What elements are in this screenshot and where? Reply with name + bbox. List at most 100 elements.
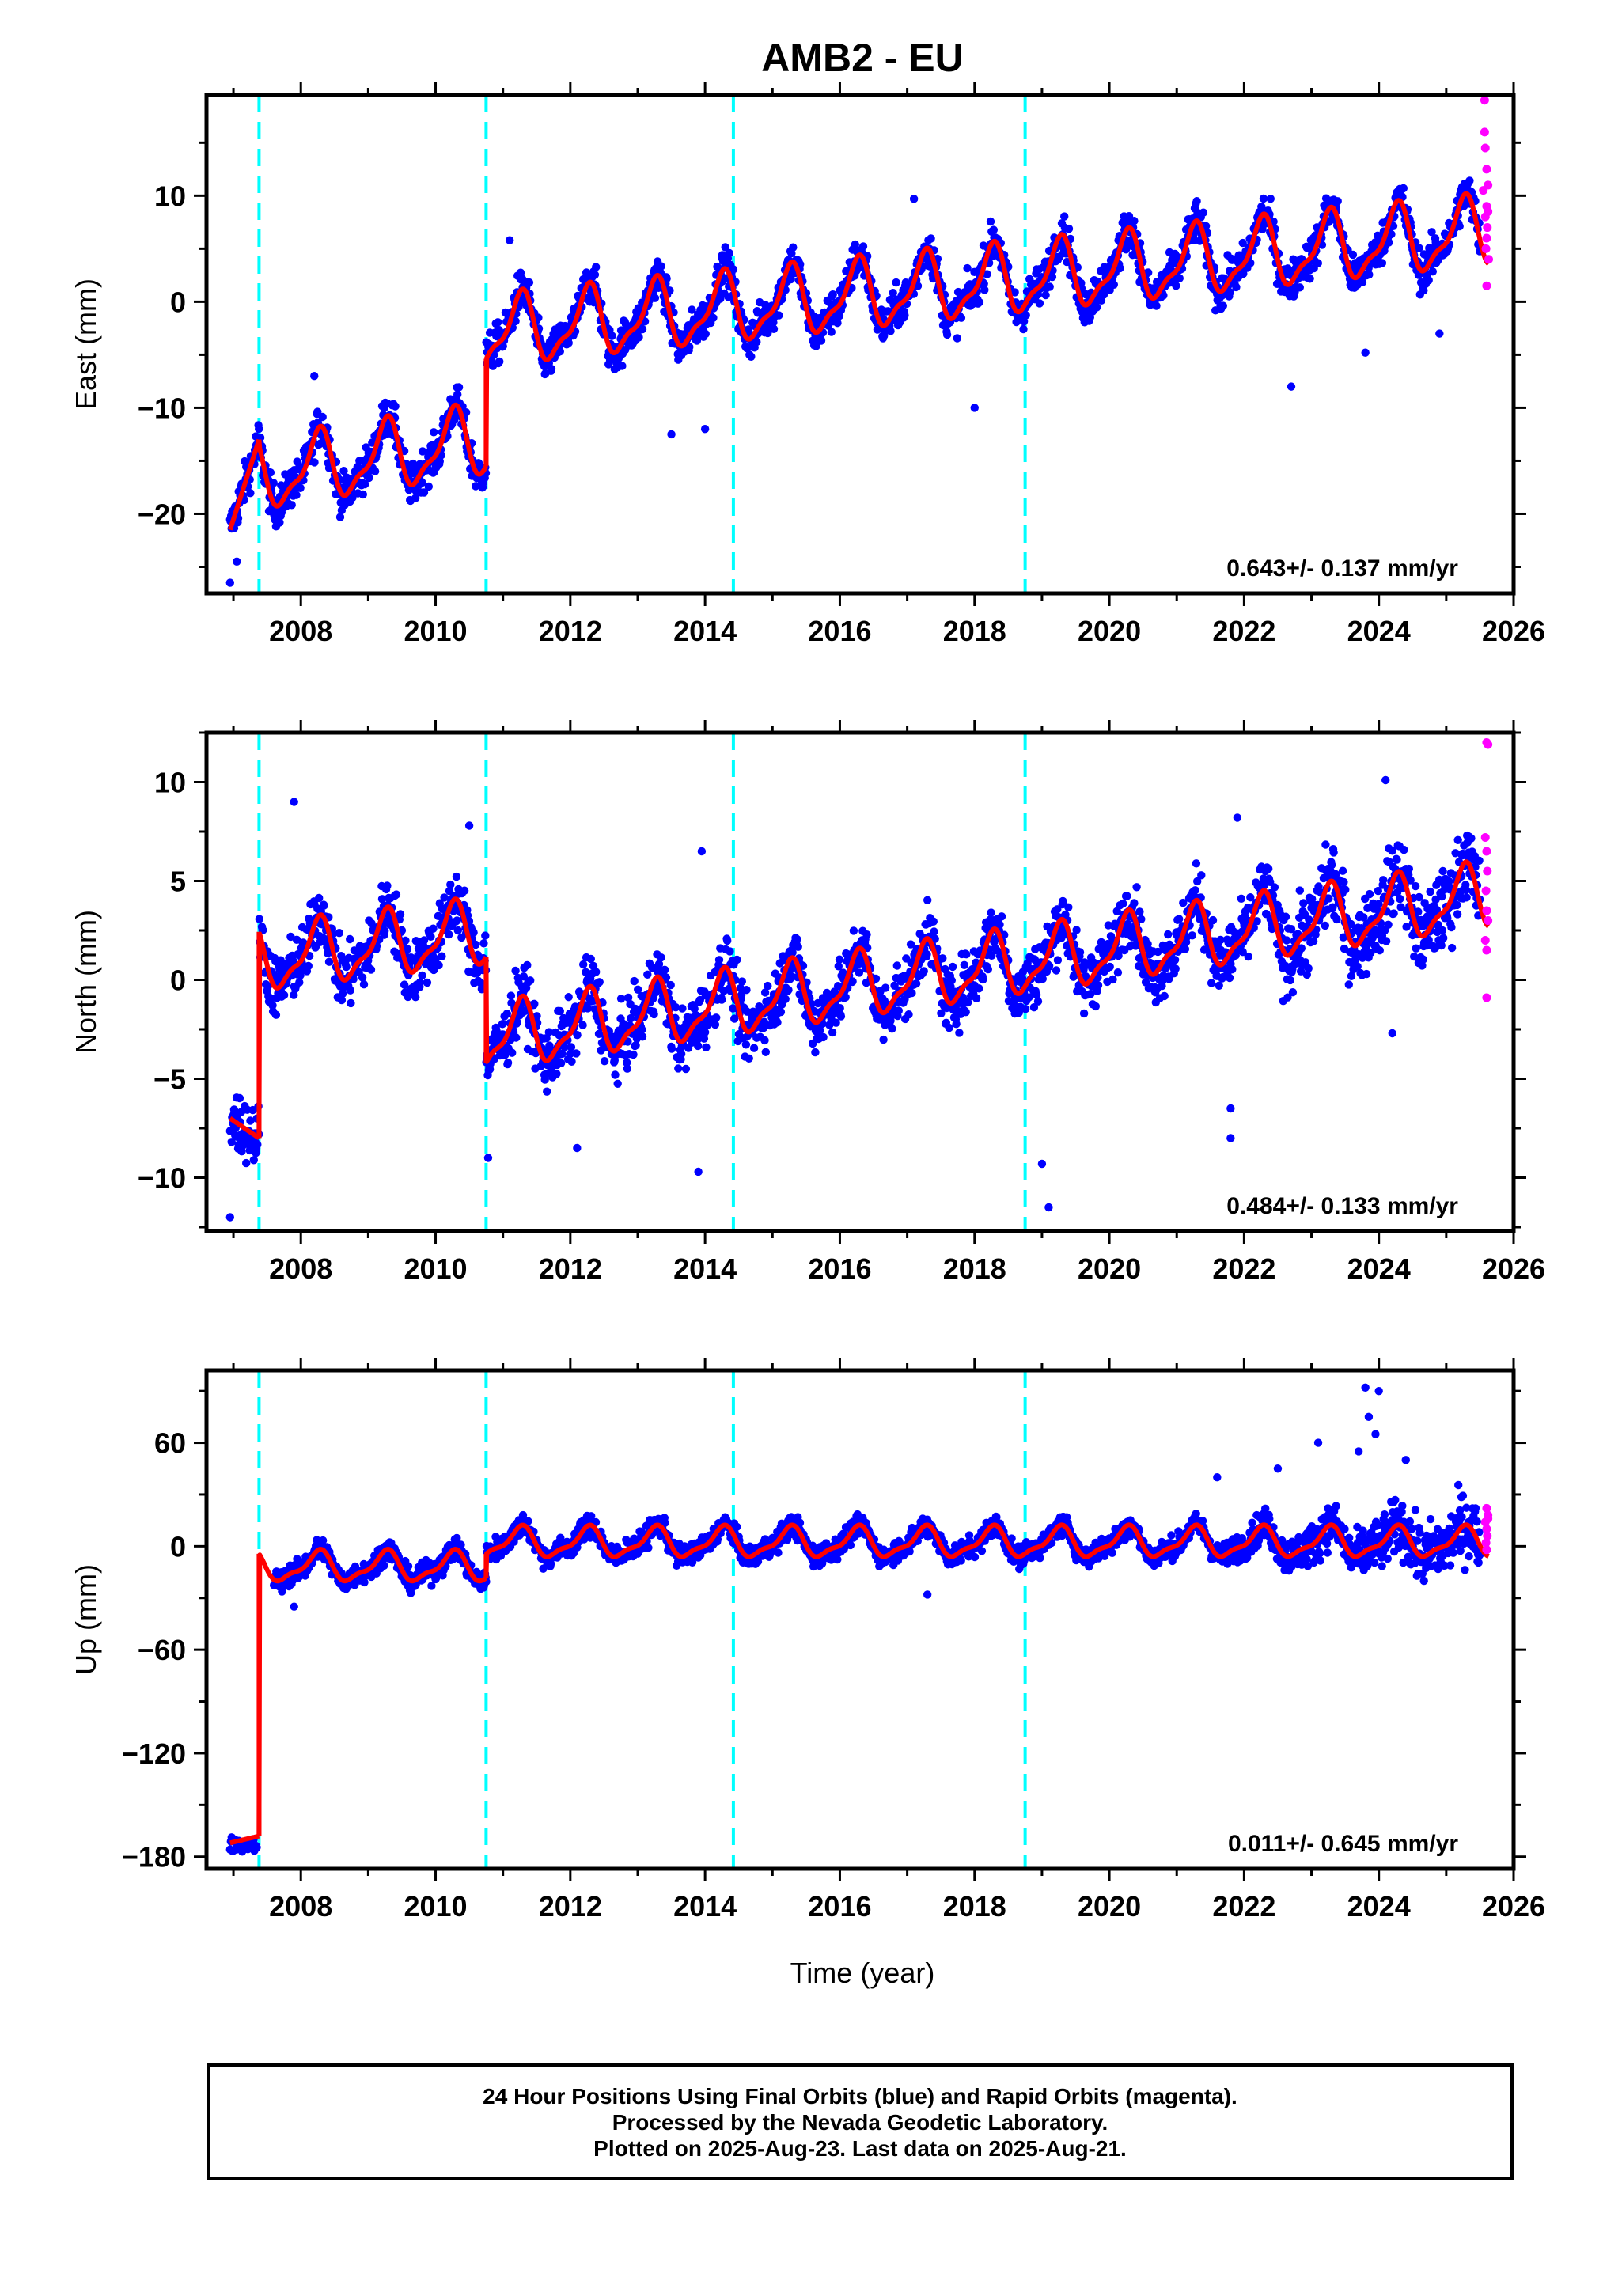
final-orbit-point	[235, 1093, 244, 1103]
final-orbit-point	[1075, 948, 1085, 957]
final-orbit-point	[346, 934, 354, 944]
final-orbit-point	[1438, 926, 1447, 935]
final-orbit-point	[1207, 979, 1216, 987]
final-orbit-point	[1306, 275, 1314, 283]
final-orbit-point	[525, 278, 534, 287]
final-orbit-point	[555, 1006, 564, 1016]
x-tick-label: 2024	[1347, 615, 1411, 647]
final-orbit-point	[383, 881, 392, 890]
final-orbit-point	[403, 945, 412, 953]
final-orbit-point	[848, 977, 857, 986]
rapid-orbit-point	[1482, 233, 1491, 243]
final-orbit-point	[955, 1029, 964, 1037]
final-orbit-point	[578, 1021, 587, 1029]
final-orbit-point	[817, 336, 826, 345]
final-orbit-point	[1218, 301, 1228, 310]
final-orbit-point	[987, 908, 995, 917]
final-orbit-point	[1171, 964, 1180, 973]
final-orbit-point	[1419, 286, 1428, 295]
final-orbit-point	[627, 1013, 635, 1023]
final-orbit-point	[760, 1036, 769, 1045]
final-orbit-point	[709, 313, 718, 322]
final-orbit-point	[292, 491, 301, 499]
final-orbit-point	[835, 955, 844, 964]
final-orbit-point	[1188, 931, 1197, 940]
final-orbit-point	[923, 950, 931, 959]
final-orbit-point	[1378, 259, 1387, 267]
x-tick-label: 2008	[269, 615, 332, 647]
final-orbit-point	[1389, 222, 1398, 230]
rapid-orbit-point	[1480, 143, 1490, 153]
final-orbit-point	[339, 989, 347, 998]
model-line	[256, 402, 489, 509]
final-orbit-point	[567, 1057, 576, 1067]
final-orbit-point	[611, 1070, 620, 1079]
rate-label: 0.643+/- 0.137 mm/yr	[1226, 555, 1458, 582]
final-orbit-point	[365, 473, 373, 483]
final-orbit-point	[725, 248, 733, 258]
final-orbit-point	[453, 390, 462, 399]
final-orbit-point	[1264, 864, 1273, 873]
final-orbit-point	[296, 971, 305, 979]
final-orbit-point	[886, 327, 895, 335]
final-orbit-point	[579, 960, 588, 969]
y-axis-label: East (mm)	[70, 278, 102, 410]
final-orbit-point	[346, 986, 354, 995]
final-orbit-point	[833, 319, 842, 328]
x-tick-label: 2016	[808, 615, 871, 647]
final-orbit-point	[1281, 912, 1290, 921]
final-orbit-point	[635, 333, 643, 342]
final-orbit-point	[688, 305, 696, 314]
final-orbit-point	[1099, 290, 1108, 299]
x-tick-label: 2010	[404, 615, 467, 647]
final-orbit-point	[1064, 903, 1073, 912]
final-orbit-point	[947, 976, 957, 985]
final-orbit-point	[1344, 980, 1354, 989]
outlier-point	[233, 557, 241, 566]
final-orbit-point	[315, 893, 324, 903]
final-orbit-point	[749, 1044, 759, 1052]
final-orbit-point	[963, 263, 972, 273]
final-orbit-point	[508, 1048, 517, 1057]
final-orbit-point	[979, 975, 987, 984]
final-orbit-point	[900, 311, 909, 320]
final-orbit-point	[573, 1031, 582, 1040]
final-orbit-point	[938, 954, 947, 963]
outlier-point	[1435, 329, 1444, 338]
final-orbit-point	[631, 1041, 640, 1050]
final-orbit-point	[426, 932, 435, 942]
final-orbit-point	[583, 1004, 593, 1013]
final-orbit-point	[543, 1087, 551, 1096]
final-orbit-point	[1424, 276, 1433, 285]
final-orbit-point	[1384, 920, 1393, 930]
final-orbit-point	[1465, 176, 1474, 185]
final-orbit-point	[590, 271, 600, 279]
final-orbit-point	[242, 1158, 251, 1168]
final-orbit-point	[1197, 871, 1206, 880]
final-orbit-point	[1321, 840, 1330, 849]
final-orbit-point	[513, 1017, 521, 1027]
final-orbit-point	[1393, 855, 1401, 864]
final-orbit-point	[662, 275, 671, 283]
final-orbit-point	[1109, 280, 1119, 289]
final-orbit-point	[764, 981, 772, 991]
final-orbit-point	[701, 329, 710, 339]
final-orbit-point	[391, 402, 400, 411]
final-orbit-point	[975, 297, 984, 307]
final-orbit-point	[1304, 964, 1313, 973]
final-orbit-point	[623, 993, 633, 1002]
final-orbit-point	[769, 318, 778, 327]
final-orbit-point	[434, 960, 443, 970]
final-orbit-point	[381, 926, 389, 935]
final-orbit-point	[929, 917, 938, 926]
final-orbit-point	[638, 1032, 647, 1041]
outlier-point	[909, 195, 919, 203]
final-orbit-point	[430, 428, 438, 437]
final-orbit-point	[892, 961, 902, 970]
final-orbit-point	[650, 294, 660, 302]
final-orbit-point	[560, 1043, 569, 1051]
final-orbit-point	[1295, 283, 1305, 292]
final-orbit-point	[227, 1138, 236, 1146]
outlier-point	[667, 430, 676, 439]
final-orbit-point	[1385, 238, 1393, 247]
